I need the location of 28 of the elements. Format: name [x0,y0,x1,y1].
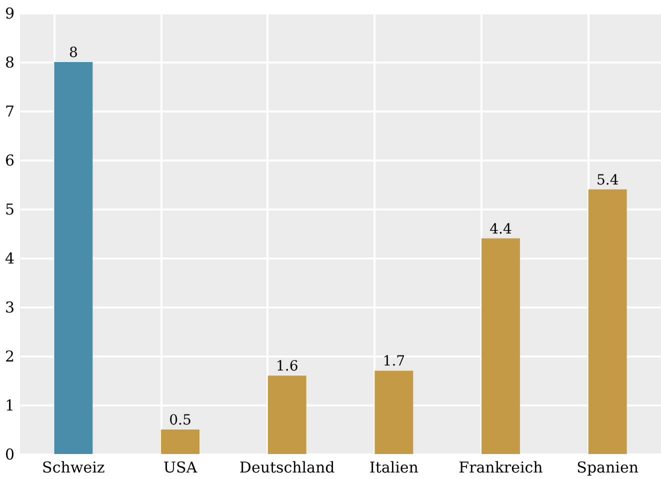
data-label: 4.4 [490,221,512,238]
data-label: 8 [68,45,78,61]
y-tick-label: 2 [4,348,14,366]
y-tick-label: 4 [4,250,14,268]
y-tick-label: 5 [4,200,14,218]
y-tick-label: 3 [4,298,14,316]
x-tick-label: Deutschland [239,458,336,476]
data-label: 1.6 [276,358,298,375]
x-tick-label: Italien [369,458,419,476]
data-label: 0.5 [169,412,192,428]
bar [588,189,627,454]
data-label: 1.7 [382,354,406,370]
y-tick-label: 9 [4,4,14,22]
y-tick-label: 7 [4,102,14,120]
y-tick-label: 0 [4,446,14,464]
data-label: 5.4 [596,172,619,188]
x-tick-label: Schweiz [42,458,105,476]
y-tick-label: 1 [4,396,14,414]
y-tick-label: 8 [4,54,14,72]
x-tick-label: Frankreich [458,458,544,476]
bar [268,376,306,454]
x-tick-label: Spanien [576,458,639,476]
x-tick-label: USA [163,458,198,476]
bar [374,370,414,454]
bar [54,62,93,454]
y-tick-label: 6 [4,152,14,170]
bar [161,430,200,454]
bar [482,238,520,454]
